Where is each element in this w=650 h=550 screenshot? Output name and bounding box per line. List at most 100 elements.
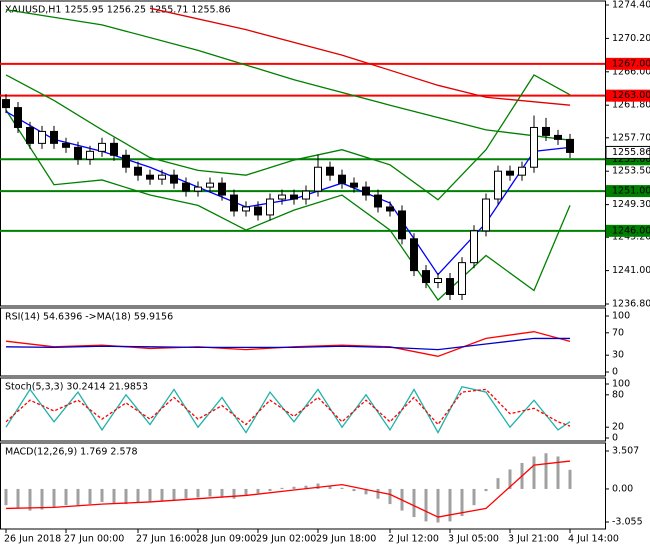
indicator-line <box>5 9 571 141</box>
candle-body <box>458 262 466 295</box>
histogram-bar <box>376 488 380 499</box>
candle-body <box>254 206 262 216</box>
candle-body <box>146 174 154 180</box>
candle-body <box>158 174 166 180</box>
candle-body <box>338 174 346 184</box>
histogram-bar <box>412 488 416 518</box>
y-tick-label: 0.00 <box>612 483 633 494</box>
y-tick-label: 3.507 <box>612 446 639 457</box>
last-price-label: 1255.86 <box>612 147 650 158</box>
panel-title: RSI(14) 54.6396 ->MA(18) 59.9156 <box>5 312 173 323</box>
level-tag <box>606 224 650 237</box>
histogram-bar <box>208 488 212 497</box>
histogram-bar <box>484 488 488 492</box>
candle-body <box>206 182 214 188</box>
x-tick-label: 29 Jun 18:00 <box>316 534 376 545</box>
histogram-bar <box>472 488 476 506</box>
level-label: 1267.00 <box>612 58 650 69</box>
candle-body <box>482 198 490 232</box>
candle-body <box>134 166 142 176</box>
candle-body <box>86 150 94 160</box>
candle-body <box>398 210 406 240</box>
indicator-line <box>5 109 571 302</box>
histogram-bar <box>508 469 512 489</box>
candle-body <box>434 278 442 284</box>
histogram-bar <box>424 488 428 522</box>
candle-body <box>326 166 334 176</box>
candle-body <box>170 174 178 184</box>
y-tick-label: 1266.00 <box>612 66 650 77</box>
y-tick-label: 1257.70 <box>612 132 650 143</box>
histogram-bar <box>496 478 500 489</box>
candle-body <box>2 99 10 109</box>
histogram-bar <box>532 456 536 489</box>
candle-body <box>62 142 70 148</box>
histogram-bar <box>340 487 344 489</box>
panel-title: XAUUSD,H1 1255.95 1256.25 1255.71 1255.8… <box>5 5 231 16</box>
histogram-bar <box>256 488 260 494</box>
indicator-line <box>5 460 571 518</box>
y-tick-label: 100 <box>612 311 630 322</box>
histogram-bar <box>352 488 356 492</box>
histogram-bar <box>268 488 272 492</box>
histogram-bar <box>292 486 296 489</box>
histogram-bar <box>556 456 560 489</box>
histogram-bar <box>388 488 392 505</box>
histogram-bar <box>196 488 200 498</box>
y-tick-label: 1245.20 <box>612 232 650 243</box>
candle-body <box>122 154 130 168</box>
candle-body <box>98 142 106 152</box>
y-tick-label: -3.055 <box>612 517 643 528</box>
candle-body <box>530 126 538 168</box>
histogram-bar <box>4 488 8 506</box>
candle-body <box>14 107 22 128</box>
histogram-bar <box>304 485 308 489</box>
histogram-bar <box>100 488 104 502</box>
y-tick-label: 1261.80 <box>612 100 650 111</box>
histogram-bar <box>40 488 44 510</box>
histogram-bar <box>436 488 440 523</box>
y-tick-label: 30 <box>612 350 624 361</box>
candle-body <box>110 142 118 156</box>
candle-body <box>566 138 574 153</box>
level-label: 1263.00 <box>612 90 650 101</box>
histogram-bar <box>76 488 80 507</box>
panel-title: MACD(12,26,9) 1.769 2.578 <box>5 447 138 458</box>
level-label: 1246.00 <box>612 225 650 236</box>
x-tick-label: 29 Jun 02:00 <box>256 534 316 545</box>
x-tick-label: 28 Jun 09:00 <box>196 534 256 545</box>
indicator-line <box>5 388 571 427</box>
indicator-line <box>149 7 571 106</box>
panel-frame <box>0 377 606 442</box>
histogram-bar <box>52 488 56 508</box>
candle-body <box>278 194 286 200</box>
candle-body <box>518 166 526 176</box>
candle-body <box>302 190 310 200</box>
y-tick-label: 1236.80 <box>612 299 650 310</box>
candle-body <box>362 186 370 196</box>
histogram-bar <box>316 483 320 489</box>
candle-body <box>374 194 382 208</box>
histogram-bar <box>220 488 224 498</box>
candle-body <box>50 130 58 144</box>
y-tick-label: 1274.40 <box>612 0 650 11</box>
x-tick-label: 27 Jun 00:00 <box>64 534 124 545</box>
y-tick-label: 1270.20 <box>612 33 650 44</box>
indicator-line <box>5 74 571 201</box>
candle-body <box>350 182 358 188</box>
panel-title: Stoch(5,3,3) 30.2414 21.9853 <box>5 382 148 393</box>
y-tick-label: 1253.50 <box>612 166 650 177</box>
candle-body <box>38 130 46 144</box>
x-tick-label: 3 Jul 21:00 <box>508 534 559 545</box>
y-tick-label: 0 <box>612 367 618 378</box>
x-tick-label: 3 Jul 05:00 <box>448 534 499 545</box>
candle-body <box>470 230 478 264</box>
x-tick-label: 4 Jul 14:00 <box>568 534 619 545</box>
histogram-bar <box>172 488 176 500</box>
candle-body <box>218 182 226 196</box>
x-tick-label: 26 Jun 2018 <box>4 534 61 545</box>
histogram-bar <box>328 485 332 489</box>
y-tick-label: 20 <box>612 422 624 433</box>
histogram-bar <box>244 488 248 496</box>
x-tick-label: 2 Jul 12:00 <box>388 534 439 545</box>
